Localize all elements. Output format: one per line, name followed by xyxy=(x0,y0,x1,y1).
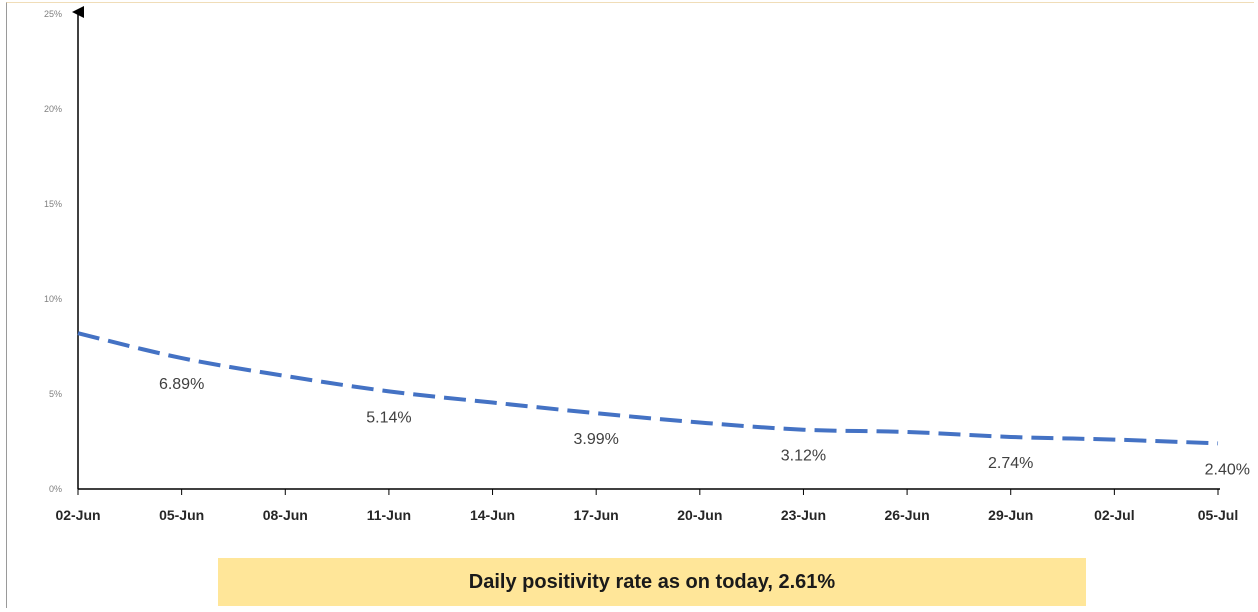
x-tick-label: 20-Jun xyxy=(677,507,722,523)
x-tick-label: 14-Jun xyxy=(470,507,515,523)
chart-frame xyxy=(6,2,1254,608)
data-labels: 6.89% 5.14% 3.99% 3.12% 2.74% 2.40% xyxy=(159,376,1250,478)
data-label: 2.40% xyxy=(1205,461,1250,478)
x-tick-label: 23-Jun xyxy=(781,507,826,523)
y-tick-label: 20% xyxy=(44,104,62,114)
x-tick-labels: 02-Jun 05-Jun 08-Jun 11-Jun 14-Jun 17-Jun 20-J… xyxy=(55,489,1238,523)
x-tick-label: 05-Jun xyxy=(159,507,204,523)
data-label: 3.99% xyxy=(573,431,618,448)
positivity-banner: Daily positivity rate as on today, 2.61% xyxy=(218,558,1086,606)
y-tick-label: 5% xyxy=(49,389,62,399)
banner-text: Daily positivity rate as on today, 2.61% xyxy=(468,570,836,593)
x-tick-label: 17-Jun xyxy=(574,507,619,523)
x-tick-label: 29-Jun xyxy=(988,507,1033,523)
data-label: 2.74% xyxy=(988,455,1033,472)
x-tick-label: 05-Jul xyxy=(1198,507,1238,523)
x-tick-label: 02-Jul xyxy=(1094,507,1134,523)
y-tick-label: 15% xyxy=(44,199,62,209)
x-tick-label: 11-Jun xyxy=(367,507,411,523)
positivity-rate-line xyxy=(77,331,1219,446)
y-tick-label: 25% xyxy=(44,9,62,19)
data-label: 5.14% xyxy=(366,409,411,426)
y-tick-label: 0% xyxy=(49,484,62,494)
y-tick-label: 10% xyxy=(44,294,62,304)
x-tick-label: 26-Jun xyxy=(885,507,930,523)
x-tick-label: 08-Jun xyxy=(263,507,308,523)
data-label: 6.89% xyxy=(159,376,204,393)
x-tick-label: 02-Jun xyxy=(55,507,100,523)
y-tick-labels: 0% 5% 10% 15% 20% 25% xyxy=(44,9,62,494)
data-label: 3.12% xyxy=(781,448,826,465)
